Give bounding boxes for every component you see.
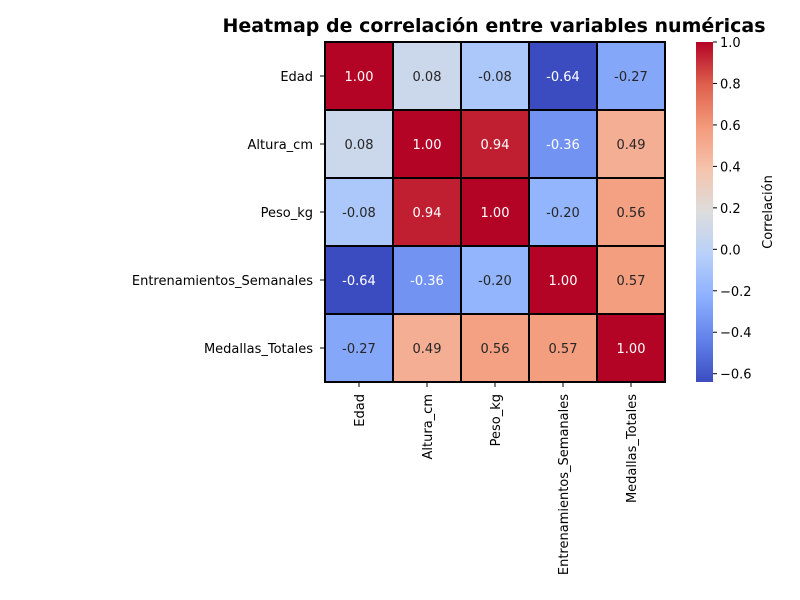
row-axis: Edad Altura_cm Peso_kg Entrenamientos_Seman… xyxy=(132,70,325,357)
cell-value-label: 1.00 xyxy=(617,342,646,357)
cell-value-label: -0.20 xyxy=(478,274,512,289)
heatmap-cell xyxy=(596,109,666,179)
cell-value-label: 0.56 xyxy=(617,206,646,221)
heatmap-cell xyxy=(460,313,530,383)
row-tick-label: Peso_kg xyxy=(261,206,313,221)
heatmap-cell xyxy=(460,109,530,179)
colorbar-tick-label: −0.6 xyxy=(720,368,752,383)
row-tick-label: Entrenamientos_Semanales xyxy=(132,274,313,289)
heatmap-cell xyxy=(392,177,462,247)
cell-value-label: 0.49 xyxy=(617,138,646,153)
colorbar-tick-label: 0.8 xyxy=(720,77,741,92)
colorbar-gradient xyxy=(696,42,713,382)
colorbar-tick-label: −0.4 xyxy=(720,326,752,341)
cell-value-label: 0.56 xyxy=(481,342,510,357)
colorbar-tick-label: 0.6 xyxy=(720,119,741,134)
cell-value-label: -0.36 xyxy=(546,138,580,153)
cell-value-label: 0.94 xyxy=(413,206,442,221)
column-tick-label: Edad xyxy=(353,394,368,427)
cell-value-label: 1.00 xyxy=(413,138,442,153)
heatmap-cells: 1.00 0.08 -0.08 -0.64 -0.27 0.08 1.00 0.94 -0.36… xyxy=(324,41,666,383)
heatmap-cell xyxy=(392,313,462,383)
cell-value-label: 0.57 xyxy=(617,274,646,289)
chart-title: Heatmap de correlación entre variables n… xyxy=(222,15,765,37)
cell-value-label: -0.64 xyxy=(546,70,580,85)
colorbar-tick-label: 0.0 xyxy=(720,243,741,258)
colorbar-ticks: 1.0 0.8 0.6 0.4 0.2 0.0 −0.2 −0.4 −0.6 xyxy=(713,36,752,383)
heatmap-cell xyxy=(460,245,530,315)
cell-value-label: -0.08 xyxy=(478,70,512,85)
cell-value-label: -0.20 xyxy=(546,206,580,221)
cell-value-label: 1.00 xyxy=(549,274,578,289)
cell-value-label: 0.94 xyxy=(481,138,510,153)
cell-value-label: 1.00 xyxy=(481,206,510,221)
cell-value-label: -0.36 xyxy=(410,274,444,289)
colorbar-tick-label: −0.2 xyxy=(720,285,752,300)
colorbar-tick-label: 0.2 xyxy=(720,202,741,217)
column-tick-label: Peso_kg xyxy=(489,394,504,446)
colorbar-tick-label: 0.4 xyxy=(720,160,741,175)
cell-value-label: -0.08 xyxy=(342,206,376,221)
row-tick-label: Altura_cm xyxy=(248,138,313,153)
colorbar xyxy=(696,42,713,382)
cell-value-label: -0.27 xyxy=(614,70,648,85)
column-axis: Edad Altura_cm Peso_kg Entrenamientos_Seman… xyxy=(353,382,640,575)
colorbar-label: Correlación xyxy=(761,175,776,249)
heatmap-cell xyxy=(528,245,598,315)
cell-value-label: 0.08 xyxy=(345,138,374,153)
heatmap-cell xyxy=(392,245,462,315)
cell-value-label: -0.27 xyxy=(342,342,376,357)
row-tick-label: Edad xyxy=(280,70,313,85)
cell-value-label: 0.49 xyxy=(413,342,442,357)
cell-value-label: 0.57 xyxy=(549,342,578,357)
heatmap-cell xyxy=(392,41,462,111)
column-tick-label: Medallas_Totales xyxy=(625,394,640,503)
heatmap-cell xyxy=(596,245,666,315)
cell-value-label: 1.00 xyxy=(345,70,374,85)
heatmap-cell xyxy=(528,177,598,247)
column-tick-label: Entrenamientos_Semanales xyxy=(557,394,572,575)
cell-value-label: -0.64 xyxy=(342,274,376,289)
cell-value-label: 0.08 xyxy=(413,70,442,85)
row-tick-label: Medallas_Totales xyxy=(204,342,313,357)
column-tick-label: Altura_cm xyxy=(421,394,436,459)
colorbar-tick-label: 1.0 xyxy=(720,36,741,51)
